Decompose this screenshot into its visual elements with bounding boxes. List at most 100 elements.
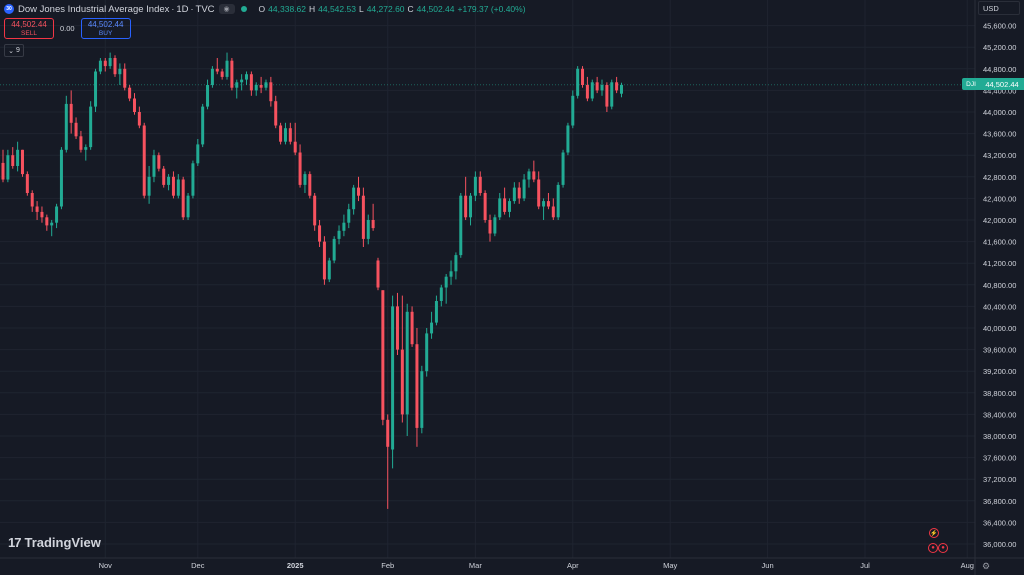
candle-body xyxy=(566,125,570,153)
candle xyxy=(459,193,463,258)
candle xyxy=(600,79,604,96)
candle xyxy=(201,103,205,148)
indicators-toggle[interactable]: ⌄ 9 xyxy=(4,44,24,57)
candle-body xyxy=(132,98,136,112)
candle xyxy=(113,55,117,77)
candle xyxy=(318,220,322,247)
candle xyxy=(196,139,200,166)
candle xyxy=(615,76,619,94)
candle xyxy=(84,144,88,161)
candle xyxy=(303,171,307,193)
candle xyxy=(288,122,292,145)
symbol-price-tag: DJI xyxy=(962,78,980,90)
trade-panel: 44,502.44 SELL 0.00 44,502.44 BUY xyxy=(4,18,131,39)
candle xyxy=(45,214,49,231)
candle xyxy=(532,160,536,183)
candle-body xyxy=(454,255,458,272)
candle xyxy=(98,58,102,75)
candle-body xyxy=(498,198,502,218)
candle xyxy=(566,122,570,156)
flag-icon[interactable]: ● xyxy=(938,543,948,553)
candle xyxy=(395,292,399,355)
candle xyxy=(405,303,409,436)
sell-button[interactable]: 44,502.44 SELL xyxy=(4,18,54,39)
y-tick-label: 38,800.00 xyxy=(983,389,1016,398)
candle xyxy=(542,198,546,220)
candle-body xyxy=(483,193,487,220)
candle xyxy=(571,90,575,129)
lightning-icon[interactable]: ⚡ xyxy=(929,528,939,538)
flag-icon[interactable]: ● xyxy=(928,543,938,553)
candle xyxy=(527,168,531,188)
candle xyxy=(279,122,283,145)
candle xyxy=(245,71,248,85)
candle-body xyxy=(405,311,409,415)
y-tick-label: 36,000.00 xyxy=(983,540,1016,549)
candle xyxy=(590,79,594,102)
tradingview-logo[interactable]: 17 TradingView xyxy=(8,535,101,550)
candle-body xyxy=(522,179,526,199)
candle-body xyxy=(449,271,453,277)
candle-body xyxy=(313,195,317,226)
currency-select[interactable]: USD xyxy=(978,1,1020,15)
candle xyxy=(274,95,278,129)
candle xyxy=(483,190,487,223)
low-label: L xyxy=(358,4,364,14)
candle-body xyxy=(439,287,443,301)
ohlc-values: O 44,338.62 H 44,542.53 L 44,272.60 C 44,502… xyxy=(259,4,526,14)
candle xyxy=(283,122,287,145)
candle-body xyxy=(186,195,190,218)
candle-body xyxy=(69,103,73,123)
candle-body xyxy=(527,171,531,180)
candle-body xyxy=(561,152,565,185)
market-status-icon[interactable] xyxy=(240,6,247,12)
buy-price: 44,502.44 xyxy=(87,19,124,29)
y-tick-label: 38,400.00 xyxy=(983,410,1016,419)
candle xyxy=(332,236,336,264)
interval-label[interactable]: 1D xyxy=(176,3,189,15)
candle-body xyxy=(410,311,414,345)
candle xyxy=(327,257,331,283)
candle-body xyxy=(366,220,370,239)
candle-body xyxy=(347,209,351,223)
candle xyxy=(186,193,190,220)
candle xyxy=(220,68,224,80)
candle-body xyxy=(59,149,63,207)
candle xyxy=(454,252,458,280)
eye-icon[interactable]: ◉ xyxy=(218,4,235,14)
candle-body xyxy=(342,222,346,231)
sell-label: SELL xyxy=(21,29,37,37)
x-tick-label: Apr xyxy=(567,561,579,570)
candle-body xyxy=(11,155,15,166)
candle-body xyxy=(201,106,205,145)
candle xyxy=(69,90,73,134)
candle-body xyxy=(434,301,438,323)
candle-body xyxy=(581,68,585,85)
candle xyxy=(94,68,98,112)
spread-value: 0.00 xyxy=(60,24,75,33)
candle-body xyxy=(298,152,302,185)
symbol-icon[interactable]: 30 xyxy=(4,4,14,14)
price-axis[interactable]: 45,600.00 45,200.00 44,800.00 44,400.00 44,0… xyxy=(974,0,1016,575)
buy-button[interactable]: 44,502.44 BUY xyxy=(80,18,131,39)
indicators-count: 9 xyxy=(15,47,20,54)
candle xyxy=(352,184,356,215)
exchange-label[interactable]: TVC xyxy=(195,3,215,15)
candle xyxy=(118,63,122,85)
gear-icon[interactable]: ⚙ xyxy=(982,561,991,571)
symbol-title[interactable]: Dow Jones Industrial Average Index xyxy=(18,3,170,15)
y-tick-label: 43,600.00 xyxy=(983,130,1016,139)
candle xyxy=(1,149,5,183)
candle xyxy=(167,174,171,191)
time-axis[interactable]: Nov Dec 2025 Feb Mar Apr May Jun Jul Aug xyxy=(0,557,1024,570)
candle-body xyxy=(215,68,219,72)
candle xyxy=(469,193,473,226)
candle-body xyxy=(590,82,594,99)
candle xyxy=(191,160,195,199)
candle xyxy=(386,414,390,509)
candle xyxy=(55,203,59,229)
open-value: 44,338.62 xyxy=(268,4,306,14)
tradingview-logo-icon: 17 xyxy=(8,535,22,550)
candle-body xyxy=(16,149,20,166)
